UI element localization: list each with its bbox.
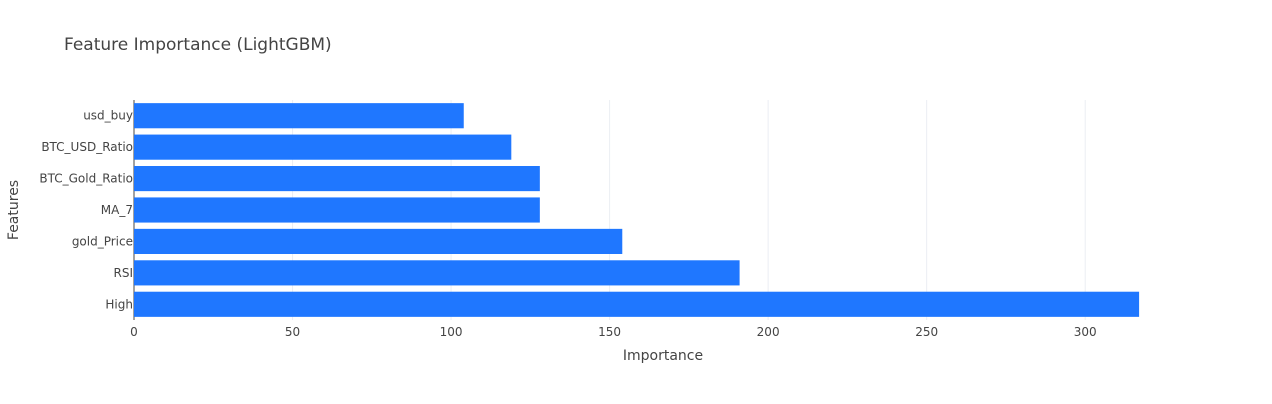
y-tick-labels: usd_buy BTC_USD_Ratio BTC_Gold_Ratio MA_7go… [39,109,133,312]
x-tick-label: 250 [915,325,938,339]
bar-btc-gold-ratio[interactable] [134,166,540,192]
y-tick-label: RSI [114,266,134,280]
bar-gold-price[interactable] [134,228,623,254]
x-tick-label: 100 [440,325,463,339]
y-tick-label: gold_Price [72,234,133,248]
x-tick-labels: 0 50 100 150 200 250 300 [130,325,1096,339]
x-tick-label: 300 [1074,325,1097,339]
x-tick-label: 0 [130,325,138,339]
x-tick-label: 50 [285,325,300,339]
x-axis-title: Importance [623,348,703,364]
chart-title: Feature Importance (LightGBM) [64,35,332,55]
y-tick-label: usd_buy [83,109,133,123]
y-tick-label: MA_7 [101,203,133,217]
bar-rsi[interactable] [134,260,740,286]
bar-high[interactable] [134,291,1140,317]
bars [134,103,1140,317]
y-tick-label: High [105,297,133,311]
bar-btc-usd-ratio[interactable] [134,134,512,160]
y-tick-label: BTC_Gold_Ratio [39,172,133,186]
y-tick-label: BTC_USD_Ratio [41,140,133,154]
x-tick-label: 150 [598,325,621,339]
y-axis-title: Features [6,180,22,240]
x-tick-label: 200 [757,325,780,339]
bar-usd-buy[interactable] [134,103,464,129]
bar-ma-7[interactable] [134,197,540,223]
